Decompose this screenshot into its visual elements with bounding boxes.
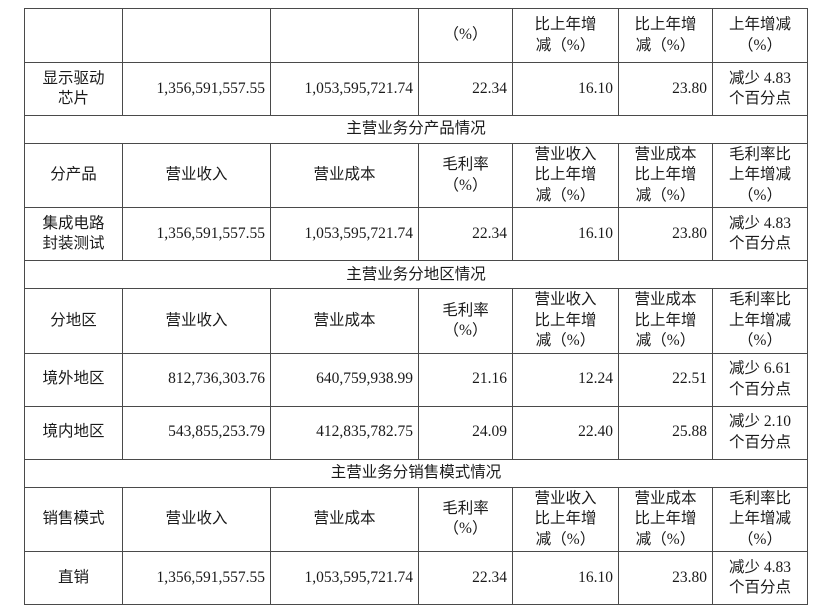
header-cell-gross-margin-unit: （%） [418, 8, 513, 63]
header-cell-cost [270, 8, 419, 63]
cell-cost: 1,053,595,721.74 [270, 62, 419, 116]
header-cell-cost-yoy: 营业成本 比上年增 减（%） [618, 142, 713, 209]
cell-gross-margin: 22.34 [418, 207, 513, 262]
page-footnote-clipped [60, 595, 800, 604]
cell-revenue: 1,356,591,557.55 [122, 551, 271, 605]
cell-gross-margin: 24.09 [418, 405, 513, 460]
cell-revenue-yoy: 22.40 [512, 405, 619, 460]
header-cell-category: 销售模式 [24, 486, 123, 553]
header-cell-revenue [122, 8, 271, 63]
section-header-row: 分地区 营业收入 营业成本 毛利率 （%） 营业收入 比上年增 减（%） 营业成… [24, 288, 808, 354]
header-cell-cost-yoy: 营业成本 比上年增 减（%） [618, 486, 713, 553]
header-cell-margin-yoy: 毛利率比 上年增减 （%） [712, 486, 808, 553]
header-cell-margin-yoy: 上年增减 （%） [712, 8, 808, 63]
header-cell-category [24, 8, 123, 63]
table-row: 直销 1,356,591,557.55 1,053,595,721.74 22.… [24, 551, 808, 605]
header-cell-revenue: 营业收入 [122, 288, 271, 354]
header-cell-revenue-yoy: 营业收入 比上年增 减（%） [512, 486, 619, 553]
section-title-row: 主营业务分地区情况 [24, 260, 808, 290]
header-cell-gross-margin: 毛利率 （%） [418, 142, 513, 209]
header-cell-gross-margin: 毛利率 （%） [418, 288, 513, 354]
cell-margin-yoy: 减少 6.61 个百分点 [712, 352, 808, 407]
cell-cost: 640,759,938.99 [270, 352, 419, 407]
cell-revenue-yoy: 12.24 [512, 352, 619, 407]
cell-margin-yoy: 减少 4.83 个百分点 [712, 62, 808, 116]
cell-revenue-yoy: 16.10 [512, 62, 619, 116]
cell-category: 集成电路 封装测试 [24, 207, 123, 262]
cell-gross-margin: 21.16 [418, 352, 513, 407]
cell-cost-yoy: 25.88 [618, 405, 713, 460]
cell-category: 境内地区 [24, 405, 123, 460]
section-title: 主营业务分销售模式情况 [24, 458, 808, 488]
header-cell-category: 分地区 [24, 288, 123, 354]
header-cell-cost: 营业成本 [270, 142, 419, 209]
section-title-row: 主营业务分产品情况 [24, 115, 808, 144]
header-cell-revenue-yoy: 营业收入 比上年增 减（%） [512, 142, 619, 209]
table-row: 境外地区 812,736,303.76 640,759,938.99 21.16… [24, 352, 808, 407]
section-header-row: 销售模式 营业收入 营业成本 毛利率 （%） 营业收入 比上年增 减（%） 营业… [24, 486, 808, 553]
header-cell-margin-yoy: 毛利率比 上年增减 （%） [712, 142, 808, 209]
table-row: 显示驱动 芯片 1,356,591,557.55 1,053,595,721.7… [24, 62, 808, 116]
header-cell-revenue-yoy: 比上年增 减（%） [512, 8, 619, 63]
cell-cost: 1,053,595,721.74 [270, 207, 419, 262]
cell-revenue: 1,356,591,557.55 [122, 62, 271, 116]
cell-category: 直销 [24, 551, 123, 605]
cell-cost-yoy: 22.51 [618, 352, 713, 407]
cell-revenue: 543,855,253.79 [122, 405, 271, 460]
cell-cost-yoy: 23.80 [618, 62, 713, 116]
header-cell-cost: 营业成本 [270, 486, 419, 553]
header-cell-cost: 营业成本 [270, 288, 419, 354]
header-cell-cost-yoy: 比上年增 减（%） [618, 8, 713, 63]
section-title-row: 主营业务分销售模式情况 [24, 458, 808, 488]
header-cell-revenue: 营业收入 [122, 486, 271, 553]
section-title: 主营业务分产品情况 [24, 115, 808, 144]
cell-gross-margin: 22.34 [418, 551, 513, 605]
cell-cost: 412,835,782.75 [270, 405, 419, 460]
cell-revenue-yoy: 16.10 [512, 207, 619, 262]
cell-margin-yoy: 减少 2.10 个百分点 [712, 405, 808, 460]
header-cell-margin-yoy: 毛利率比 上年增减 （%） [712, 288, 808, 354]
financial-table-container: （%） 比上年增 减（%） 比上年增 减（%） 上年增减 （%） 显示驱动 芯片… [24, 8, 808, 605]
header-cell-revenue: 营业收入 [122, 142, 271, 209]
section-title: 主营业务分地区情况 [24, 260, 808, 290]
table-row-continued-header: （%） 比上年增 减（%） 比上年增 减（%） 上年增减 （%） [24, 8, 808, 63]
cell-margin-yoy: 减少 4.83 个百分点 [712, 207, 808, 262]
cell-revenue: 1,356,591,557.55 [122, 207, 271, 262]
header-cell-category: 分产品 [24, 142, 123, 209]
header-cell-revenue-yoy: 营业收入 比上年增 减（%） [512, 288, 619, 354]
cell-category: 显示驱动 芯片 [24, 62, 123, 116]
table-row: 集成电路 封装测试 1,356,591,557.55 1,053,595,721… [24, 207, 808, 262]
header-cell-gross-margin: 毛利率 （%） [418, 486, 513, 553]
cell-category: 境外地区 [24, 352, 123, 407]
main-business-breakdown-table: （%） 比上年增 减（%） 比上年增 减（%） 上年增减 （%） 显示驱动 芯片… [24, 8, 808, 605]
cell-revenue: 812,736,303.76 [122, 352, 271, 407]
cell-margin-yoy: 减少 4.83 个百分点 [712, 551, 808, 605]
table-row: 境内地区 543,855,253.79 412,835,782.75 24.09… [24, 405, 808, 460]
header-cell-cost-yoy: 营业成本 比上年增 减（%） [618, 288, 713, 354]
cell-cost-yoy: 23.80 [618, 207, 713, 262]
section-header-row: 分产品 营业收入 营业成本 毛利率 （%） 营业收入 比上年增 减（%） 营业成… [24, 142, 808, 209]
cell-gross-margin: 22.34 [418, 62, 513, 116]
